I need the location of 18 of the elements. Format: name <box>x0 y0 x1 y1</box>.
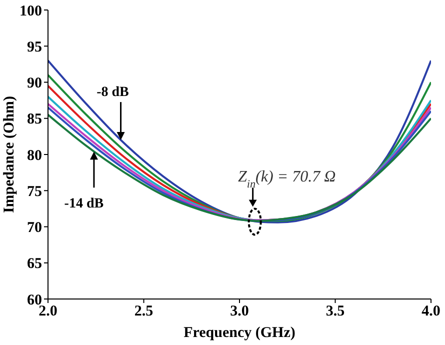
y-tick-label: 65 <box>27 256 42 272</box>
annotation: -8 dB <box>96 85 129 100</box>
annotation: -14 dB <box>64 196 104 212</box>
y-tick-label: 85 <box>27 112 42 128</box>
x-tick-label: 4.0 <box>422 304 440 320</box>
y-tick-label: 75 <box>27 184 42 200</box>
y-tick-label: 90 <box>27 76 42 92</box>
x-axis-title: Frequency (GHz) <box>184 325 296 341</box>
y-axis-title: Impedance (Ohm) <box>1 96 18 214</box>
x-tick-label: 2.5 <box>134 304 154 320</box>
annotation: Z$_{in}$(k) = 70.7 Ω <box>238 168 336 191</box>
y-tick-label: 70 <box>27 220 42 236</box>
y-tick-label: 80 <box>27 148 42 164</box>
y-tick-label: 100 <box>20 3 42 20</box>
x-tick-label: 3.5 <box>326 304 345 320</box>
y-tick-label: 95 <box>27 39 42 56</box>
x-tick-label: 3.0 <box>230 304 249 320</box>
x-tick-label: 2.0 <box>38 304 58 320</box>
